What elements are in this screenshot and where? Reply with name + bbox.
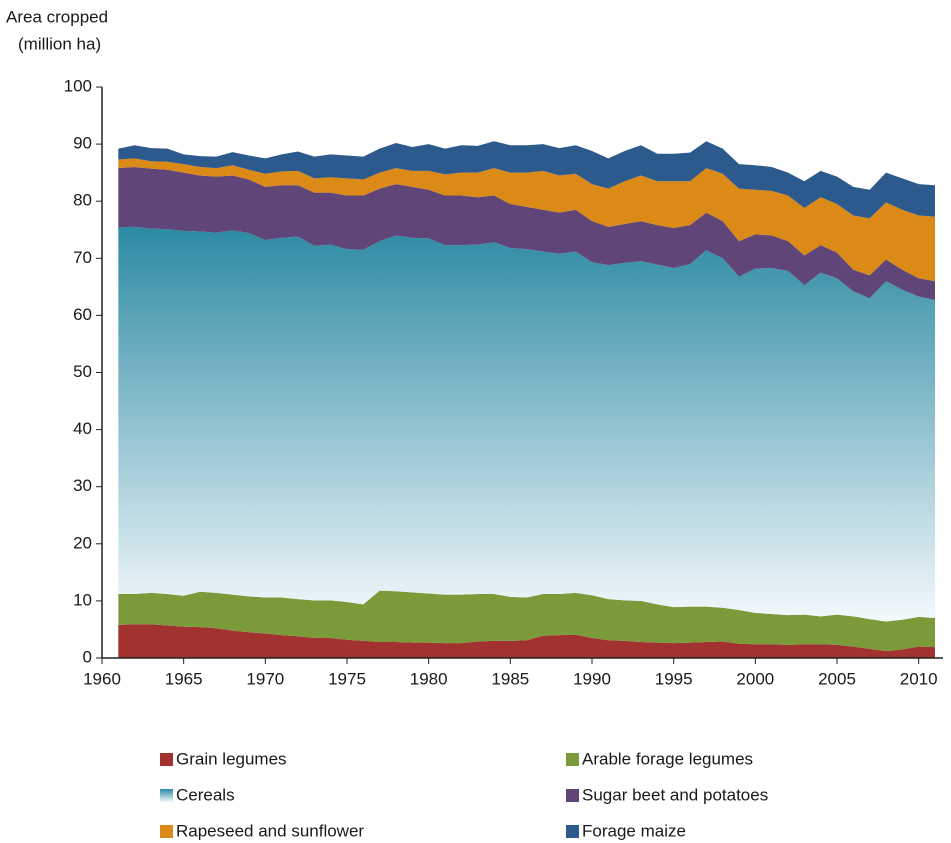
area [118,158,936,282]
legend-label: Arable forage legumes [582,749,753,768]
x-tick-label: 1985 [491,669,529,688]
y-tick-label: 40 [73,419,92,438]
x-tick-label: 1990 [573,669,611,688]
y-tick-label: 50 [73,362,92,381]
x-tick-label: 1995 [655,669,693,688]
legend-label: Sugar beet and potatoes [582,785,768,804]
legend-label: Grain legumes [176,749,287,768]
y-axis-label: Area cropped [6,7,108,26]
y-tick-label: 60 [73,305,92,324]
x-tick-label: 1975 [328,669,366,688]
x-tick-label: 2010 [900,669,938,688]
y-axis-label: (million ha) [18,34,101,53]
y-tick-label: 100 [64,76,92,95]
y-tick-label: 10 [73,590,92,609]
area [118,141,936,219]
area [118,226,936,622]
legend-label: Cereals [176,785,235,804]
x-tick-label: 2005 [818,669,856,688]
y-tick-label: 20 [73,533,92,552]
area [118,624,936,658]
area [118,166,936,300]
x-tick-label: 1965 [165,669,203,688]
y-tick-label: 0 [83,647,92,666]
x-tick-label: 1980 [410,669,448,688]
y-tick-label: 80 [73,191,92,210]
x-tick-label: 1960 [83,669,121,688]
legend-label: Forage maize [582,821,686,840]
area [118,590,936,652]
y-tick-label: 70 [73,248,92,267]
legend-swatch [566,825,579,838]
legend-swatch [566,753,579,766]
legend-swatch [566,789,579,802]
x-tick-label: 1970 [246,669,284,688]
legend-label: Rapeseed and sunflower [176,821,364,840]
x-tick-label: 2000 [736,669,774,688]
legend-swatch [160,825,173,838]
y-tick-label: 90 [73,134,92,153]
legend-swatch [160,789,173,802]
y-tick-label: 30 [73,476,92,495]
legend-swatch [160,753,173,766]
